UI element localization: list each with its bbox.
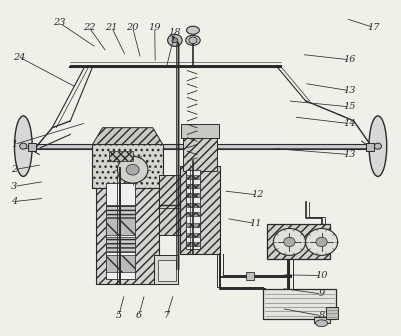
Text: 13: 13 [342,150,355,159]
Text: 23: 23 [53,18,66,27]
Bar [180,166,220,254]
Bar [267,224,329,259]
Bar [154,255,178,284]
Bar [157,260,175,281]
Polygon shape [92,128,162,144]
Text: 1: 1 [11,140,17,149]
Ellipse shape [368,116,386,176]
Text: 5: 5 [115,311,122,320]
Bar [105,237,134,252]
Ellipse shape [315,237,326,247]
Text: 14: 14 [342,119,355,128]
Bar [182,138,217,171]
Ellipse shape [373,143,381,149]
Ellipse shape [117,156,148,183]
Bar [92,144,162,188]
Bar [185,212,200,216]
Text: 4: 4 [11,197,17,206]
Ellipse shape [273,228,305,255]
Ellipse shape [126,164,139,175]
Bar [185,193,200,197]
Ellipse shape [14,116,32,176]
Ellipse shape [283,237,294,247]
Ellipse shape [188,37,196,44]
Bar [105,218,134,235]
Bar [185,242,200,246]
Bar [158,175,180,235]
Text: 21: 21 [105,23,118,32]
Text: 10: 10 [314,271,327,280]
Bar [263,289,335,319]
Bar [185,233,200,237]
Text: 18: 18 [168,29,181,37]
Text: 8: 8 [318,311,324,320]
Bar [105,255,134,272]
Ellipse shape [185,35,200,45]
Ellipse shape [315,320,327,327]
Bar [185,175,200,179]
Text: 6: 6 [135,311,142,320]
Text: 22: 22 [83,23,95,32]
Text: 12: 12 [250,191,263,199]
Bar [365,143,373,151]
Ellipse shape [172,38,177,43]
Bar [180,124,219,138]
Bar [23,144,378,149]
Bar [185,170,200,249]
Text: 19: 19 [148,23,161,32]
Text: 16: 16 [342,55,355,64]
Text: 11: 11 [248,219,261,228]
Ellipse shape [186,26,199,34]
Bar [96,176,158,284]
Text: 7: 7 [163,311,170,320]
Bar [105,205,134,217]
Text: 15: 15 [342,102,355,111]
Text: 20: 20 [126,23,139,32]
Bar [245,272,253,280]
Text: 9: 9 [318,290,324,298]
Bar [185,223,200,227]
Bar [105,183,134,279]
Bar [28,143,36,151]
Ellipse shape [167,34,182,46]
Bar [109,151,132,161]
Text: 24: 24 [13,53,26,61]
Bar [326,307,338,319]
Text: 2: 2 [11,165,17,174]
Text: 13: 13 [342,86,355,95]
Bar [313,317,330,323]
Text: 3: 3 [11,182,17,191]
Bar [185,203,200,207]
Text: 17: 17 [367,23,379,32]
Ellipse shape [20,143,27,149]
Bar [185,184,200,188]
Ellipse shape [305,228,337,255]
